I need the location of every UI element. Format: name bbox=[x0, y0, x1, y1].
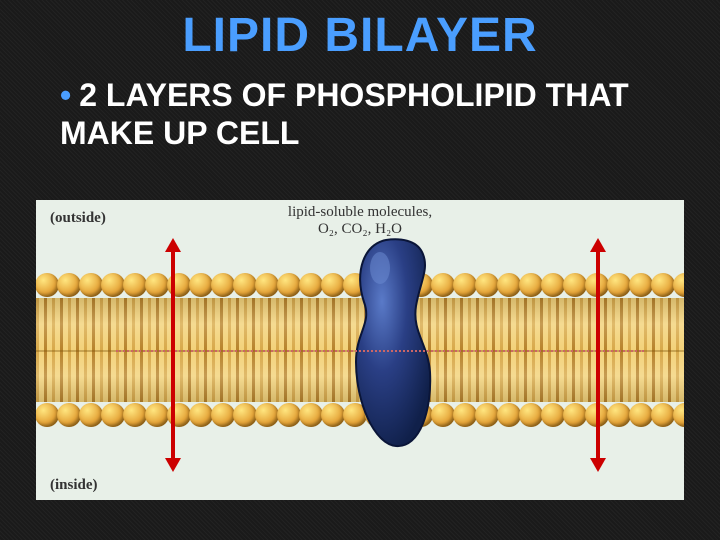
phospholipid-head bbox=[233, 273, 257, 297]
phospholipid-head bbox=[453, 273, 477, 297]
phospholipid-head bbox=[233, 403, 257, 427]
phospholipid-head bbox=[189, 273, 213, 297]
bullet-line: •2 LAYERS OF PHOSPHOLIPID THAT MAKE UP C… bbox=[0, 63, 720, 163]
phospholipid-head bbox=[123, 273, 147, 297]
phospholipid-head bbox=[79, 403, 103, 427]
phospholipid-head bbox=[563, 273, 587, 297]
phospholipid-head bbox=[277, 273, 301, 297]
phospholipid-head bbox=[299, 273, 323, 297]
phospholipid-head bbox=[36, 273, 59, 297]
phospholipid-head bbox=[629, 273, 653, 297]
permeation-arrow-left-icon bbox=[171, 250, 175, 460]
phospholipid-head bbox=[607, 403, 631, 427]
phospholipid-head bbox=[651, 273, 675, 297]
phospholipid-head bbox=[79, 273, 103, 297]
phospholipid-head bbox=[321, 273, 345, 297]
phospholipid-head bbox=[453, 403, 477, 427]
membrane-protein bbox=[346, 232, 441, 452]
phospholipid-head bbox=[541, 273, 565, 297]
phospholipid-head bbox=[519, 273, 543, 297]
phospholipid-head bbox=[563, 403, 587, 427]
phospholipid-head bbox=[475, 403, 499, 427]
phospholipid-head bbox=[189, 403, 213, 427]
phospholipid-head bbox=[607, 273, 631, 297]
phospholipid-head bbox=[101, 273, 125, 297]
bilayer-diagram: (outside) (inside) lipid-soluble molecul… bbox=[36, 200, 684, 500]
phospholipid-head bbox=[211, 403, 235, 427]
bullet-text: 2 LAYERS OF PHOSPHOLIPID THAT MAKE UP CE… bbox=[60, 77, 629, 151]
phospholipid-head bbox=[651, 403, 675, 427]
phospholipid-head bbox=[101, 403, 125, 427]
phospholipid-head bbox=[321, 403, 345, 427]
phospholipid-head bbox=[541, 403, 565, 427]
phospholipid-head bbox=[123, 403, 147, 427]
phospholipid-head bbox=[145, 403, 169, 427]
phospholipid-head bbox=[57, 403, 81, 427]
phospholipid-head bbox=[145, 273, 169, 297]
label-inside: (inside) bbox=[50, 477, 98, 494]
phospholipid-head bbox=[255, 403, 279, 427]
phospholipid-head bbox=[36, 403, 59, 427]
label-outside: (outside) bbox=[50, 210, 106, 227]
phospholipid-head bbox=[211, 273, 235, 297]
phospholipid-head bbox=[475, 273, 499, 297]
phospholipid-head bbox=[519, 403, 543, 427]
dotted-guide-line bbox=[116, 350, 644, 352]
phospholipid-head bbox=[299, 403, 323, 427]
phospholipid-head bbox=[497, 273, 521, 297]
bullet-dot-icon: • bbox=[60, 77, 71, 113]
phospholipid-head bbox=[629, 403, 653, 427]
slide-title: LIPID BILAYER bbox=[0, 0, 720, 63]
phospholipid-head bbox=[57, 273, 81, 297]
phospholipid-head bbox=[673, 403, 684, 427]
phospholipid-head bbox=[673, 273, 684, 297]
phospholipid-head bbox=[277, 403, 301, 427]
phospholipid-head bbox=[497, 403, 521, 427]
phospholipid-head bbox=[255, 273, 279, 297]
permeation-arrow-right-icon bbox=[596, 250, 600, 460]
